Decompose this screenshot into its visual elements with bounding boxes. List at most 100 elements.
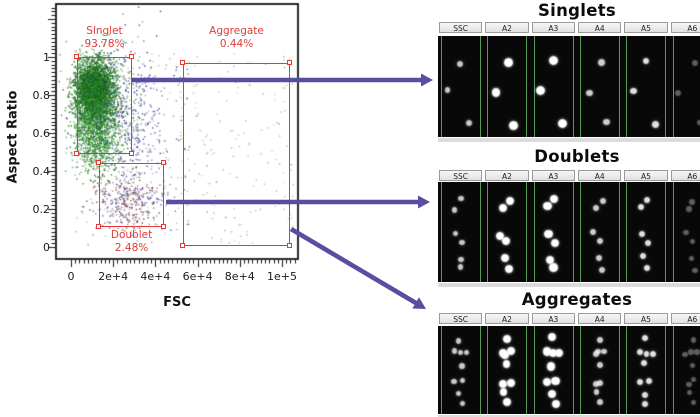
cell-image[interactable]: [580, 182, 620, 282]
gate-label-singlet: Singlet 93.78%: [84, 25, 124, 50]
gate-handle[interactable]: [96, 160, 102, 166]
gate-handle[interactable]: [180, 60, 186, 66]
cell-dot: [645, 240, 652, 247]
cell-dot: [547, 362, 556, 371]
cell-dot: [642, 391, 649, 398]
cell-image[interactable]: [672, 326, 700, 414]
cell-dot: [491, 88, 501, 97]
cell-dot: [504, 265, 513, 274]
channel-header-a3[interactable]: A3: [531, 313, 575, 324]
cell-image[interactable]: [580, 36, 620, 137]
cell-dot: [675, 90, 682, 97]
channel-header-a5[interactable]: A5: [624, 170, 668, 181]
gate-handle[interactable]: [74, 151, 79, 157]
y-tick-label: 0.6: [32, 127, 51, 140]
cell-dot: [501, 253, 510, 262]
cell-dot: [507, 378, 515, 387]
cell-dot: [596, 361, 603, 368]
cell-dot: [498, 204, 507, 212]
cell-dot: [503, 397, 512, 406]
x-tick-label: 1e+5: [267, 270, 297, 283]
cell-image[interactable]: [441, 182, 481, 282]
cell-image[interactable]: [487, 326, 528, 414]
gate-percent: 0.44%: [219, 37, 254, 50]
x-axis-title: FSC: [163, 295, 191, 310]
channel-header-a2[interactable]: A2: [485, 313, 529, 324]
cell-image[interactable]: [626, 36, 667, 137]
cell-image[interactable]: [672, 182, 700, 282]
channel-header-ssc[interactable]: SSC: [439, 313, 483, 324]
cell-image[interactable]: [626, 326, 667, 414]
gate-handle[interactable]: [128, 151, 134, 157]
channel-header-ssc[interactable]: SSC: [439, 170, 483, 181]
cell-dot: [547, 390, 556, 399]
cell-dot: [506, 347, 515, 355]
cell-image[interactable]: [533, 182, 574, 282]
channel-header-a6[interactable]: A6: [670, 313, 700, 324]
cell-dot: [593, 205, 600, 212]
gallery-aggregates: Aggregates SSC A2 A3 A4 A5 A6: [438, 290, 700, 417]
channel-header-a4[interactable]: A4: [578, 313, 622, 324]
cell-dot: [549, 263, 558, 272]
cell-dot: [458, 195, 464, 202]
cell-image[interactable]: [626, 182, 667, 282]
cell-dot: [459, 239, 465, 246]
channel-header-a5[interactable]: A5: [624, 313, 668, 324]
gate-handle[interactable]: [287, 60, 292, 66]
gate-label-doublet: Doublet 2.48%: [111, 229, 152, 254]
cell-image[interactable]: [441, 36, 481, 137]
channel-header-a6[interactable]: A6: [670, 22, 700, 33]
gallery-title: Aggregates: [521, 290, 633, 309]
cell-image-strip: [438, 36, 700, 137]
gate-name: Aggregate: [209, 25, 264, 37]
cell-dot: [550, 194, 559, 204]
channel-header-a2[interactable]: A2: [485, 22, 529, 33]
cell-image[interactable]: [441, 326, 481, 414]
gate-handle[interactable]: [96, 224, 102, 230]
cell-dot: [457, 350, 463, 356]
cell-dot: [456, 61, 463, 68]
cell-dot: [500, 351, 509, 359]
gate-handle[interactable]: [161, 160, 167, 166]
cell-image[interactable]: [533, 326, 574, 414]
gallery-bottom-strip: [438, 283, 700, 287]
gate-doublet[interactable]: [96, 160, 167, 230]
cell-dot: [555, 349, 564, 358]
cell-dot: [652, 120, 659, 128]
gate-handle[interactable]: [180, 243, 186, 249]
cell-dot: [455, 338, 462, 344]
cell-dot: [597, 380, 603, 387]
gate-handle[interactable]: [287, 243, 292, 249]
channel-header-a3[interactable]: A3: [531, 170, 575, 181]
gate-handle[interactable]: [128, 54, 134, 59]
cell-dot: [543, 202, 552, 211]
channel-header-a2[interactable]: A2: [485, 170, 529, 181]
gate-handle[interactable]: [161, 224, 167, 230]
cell-dot: [696, 119, 700, 126]
channel-header-a6[interactable]: A6: [670, 170, 700, 181]
channel-header-a5[interactable]: A5: [624, 22, 668, 33]
gallery-bottom-strip: [438, 138, 700, 142]
cell-image[interactable]: [487, 182, 528, 282]
cell-dot: [502, 360, 511, 369]
cell-dot: [686, 381, 692, 388]
channel-header-row: SSC A2 A3 A4 A5 A6: [438, 170, 700, 181]
gate-handle[interactable]: [74, 54, 79, 59]
channel-header-ssc[interactable]: SSC: [439, 22, 483, 33]
gate-aggregate[interactable]: [180, 60, 292, 249]
cell-dot: [688, 349, 694, 355]
cell-dot: [637, 203, 644, 210]
cell-dot: [599, 198, 606, 205]
cell-image[interactable]: [672, 36, 700, 137]
channel-header-a4[interactable]: A4: [578, 170, 622, 181]
x-tick-label: 0: [67, 270, 75, 283]
cell-image[interactable]: [533, 36, 574, 137]
channel-header-row: SSC A2 A3 A4 A5 A6: [438, 313, 700, 324]
gate-singlet[interactable]: [74, 54, 134, 157]
channel-header-a3[interactable]: A3: [531, 22, 575, 33]
y-tick-label: 0: [43, 241, 50, 254]
cell-image[interactable]: [487, 36, 528, 137]
cell-dot: [690, 362, 696, 368]
cell-image[interactable]: [580, 326, 620, 414]
channel-header-a4[interactable]: A4: [578, 22, 622, 33]
